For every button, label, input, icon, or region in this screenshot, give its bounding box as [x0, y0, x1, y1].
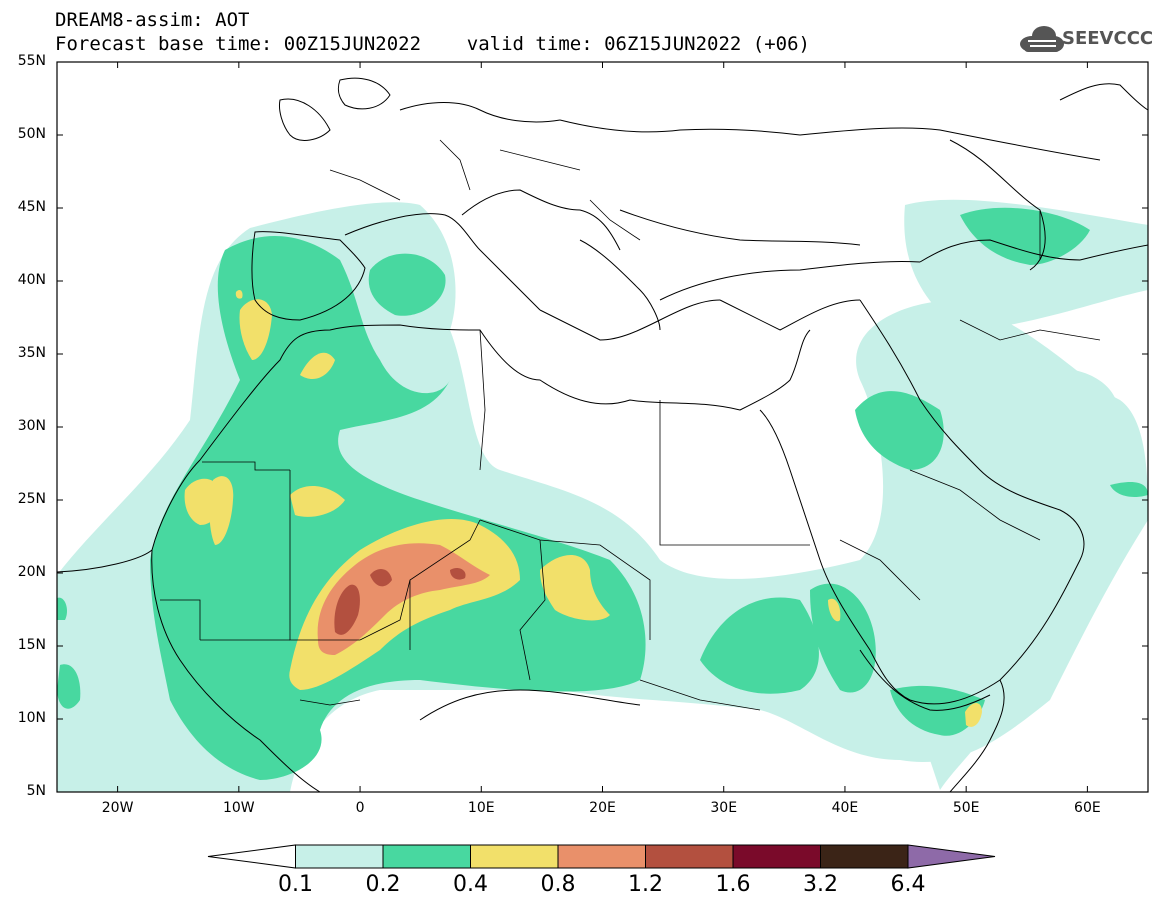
country-borders — [160, 139, 1101, 711]
seevccc-logo — [1020, 26, 1064, 52]
lat-tick-label: 30N — [17, 418, 46, 434]
colorbar-label: 1.6 — [715, 872, 751, 897]
colorbar-label: 0.1 — [278, 872, 313, 897]
lon-tick-label: 30E — [710, 800, 738, 816]
lon-tick-label: 10E — [467, 800, 495, 816]
aot-contour-1-2 — [334, 567, 466, 635]
lat-tick-label: 5N — [26, 783, 46, 799]
aot-contour-0-2 — [57, 207, 1148, 781]
lat-tick-label: 45N — [17, 199, 46, 215]
lon-tick-label: 60E — [1074, 800, 1101, 816]
lat-tick-label: 55N — [17, 53, 46, 69]
map-title: DREAM8-assim: AOT — [55, 9, 250, 31]
lat-tick-label: 25N — [17, 491, 46, 507]
colorbar-label: 6.4 — [890, 872, 926, 897]
aot-contour-0-8 — [317, 543, 490, 655]
lon-tick-label: 50E — [952, 800, 980, 816]
lat-tick-label: 35N — [17, 345, 46, 361]
lat-tick-label: 40N — [17, 272, 46, 288]
colorbar-label: 0.2 — [365, 872, 401, 897]
lon-tick-label: 40E — [831, 800, 859, 816]
colorbar-label: 0.4 — [453, 872, 488, 897]
lon-tick-label: 20E — [589, 800, 616, 816]
colorbar-label: 3.2 — [803, 872, 838, 897]
colorbar-label: 0.8 — [540, 872, 576, 897]
colorbar-label: 1.2 — [628, 872, 663, 897]
lon-tick-label: 0 — [355, 800, 365, 816]
coastlines — [56, 77, 1149, 793]
lat-tick-label: 20N — [17, 564, 46, 580]
lat-tick-label: 10N — [17, 710, 46, 726]
forecast-time-subtitle: Forecast base time: 00Z15JUN2022 valid t… — [55, 33, 810, 55]
lon-tick-label: 10W — [222, 800, 255, 816]
lat-tick-label: 15N — [17, 637, 46, 653]
lat-tick-label: 50N — [17, 126, 46, 142]
lon-tick-label: 20W — [101, 800, 134, 816]
logo-text: SEEVCCC — [1062, 28, 1154, 49]
